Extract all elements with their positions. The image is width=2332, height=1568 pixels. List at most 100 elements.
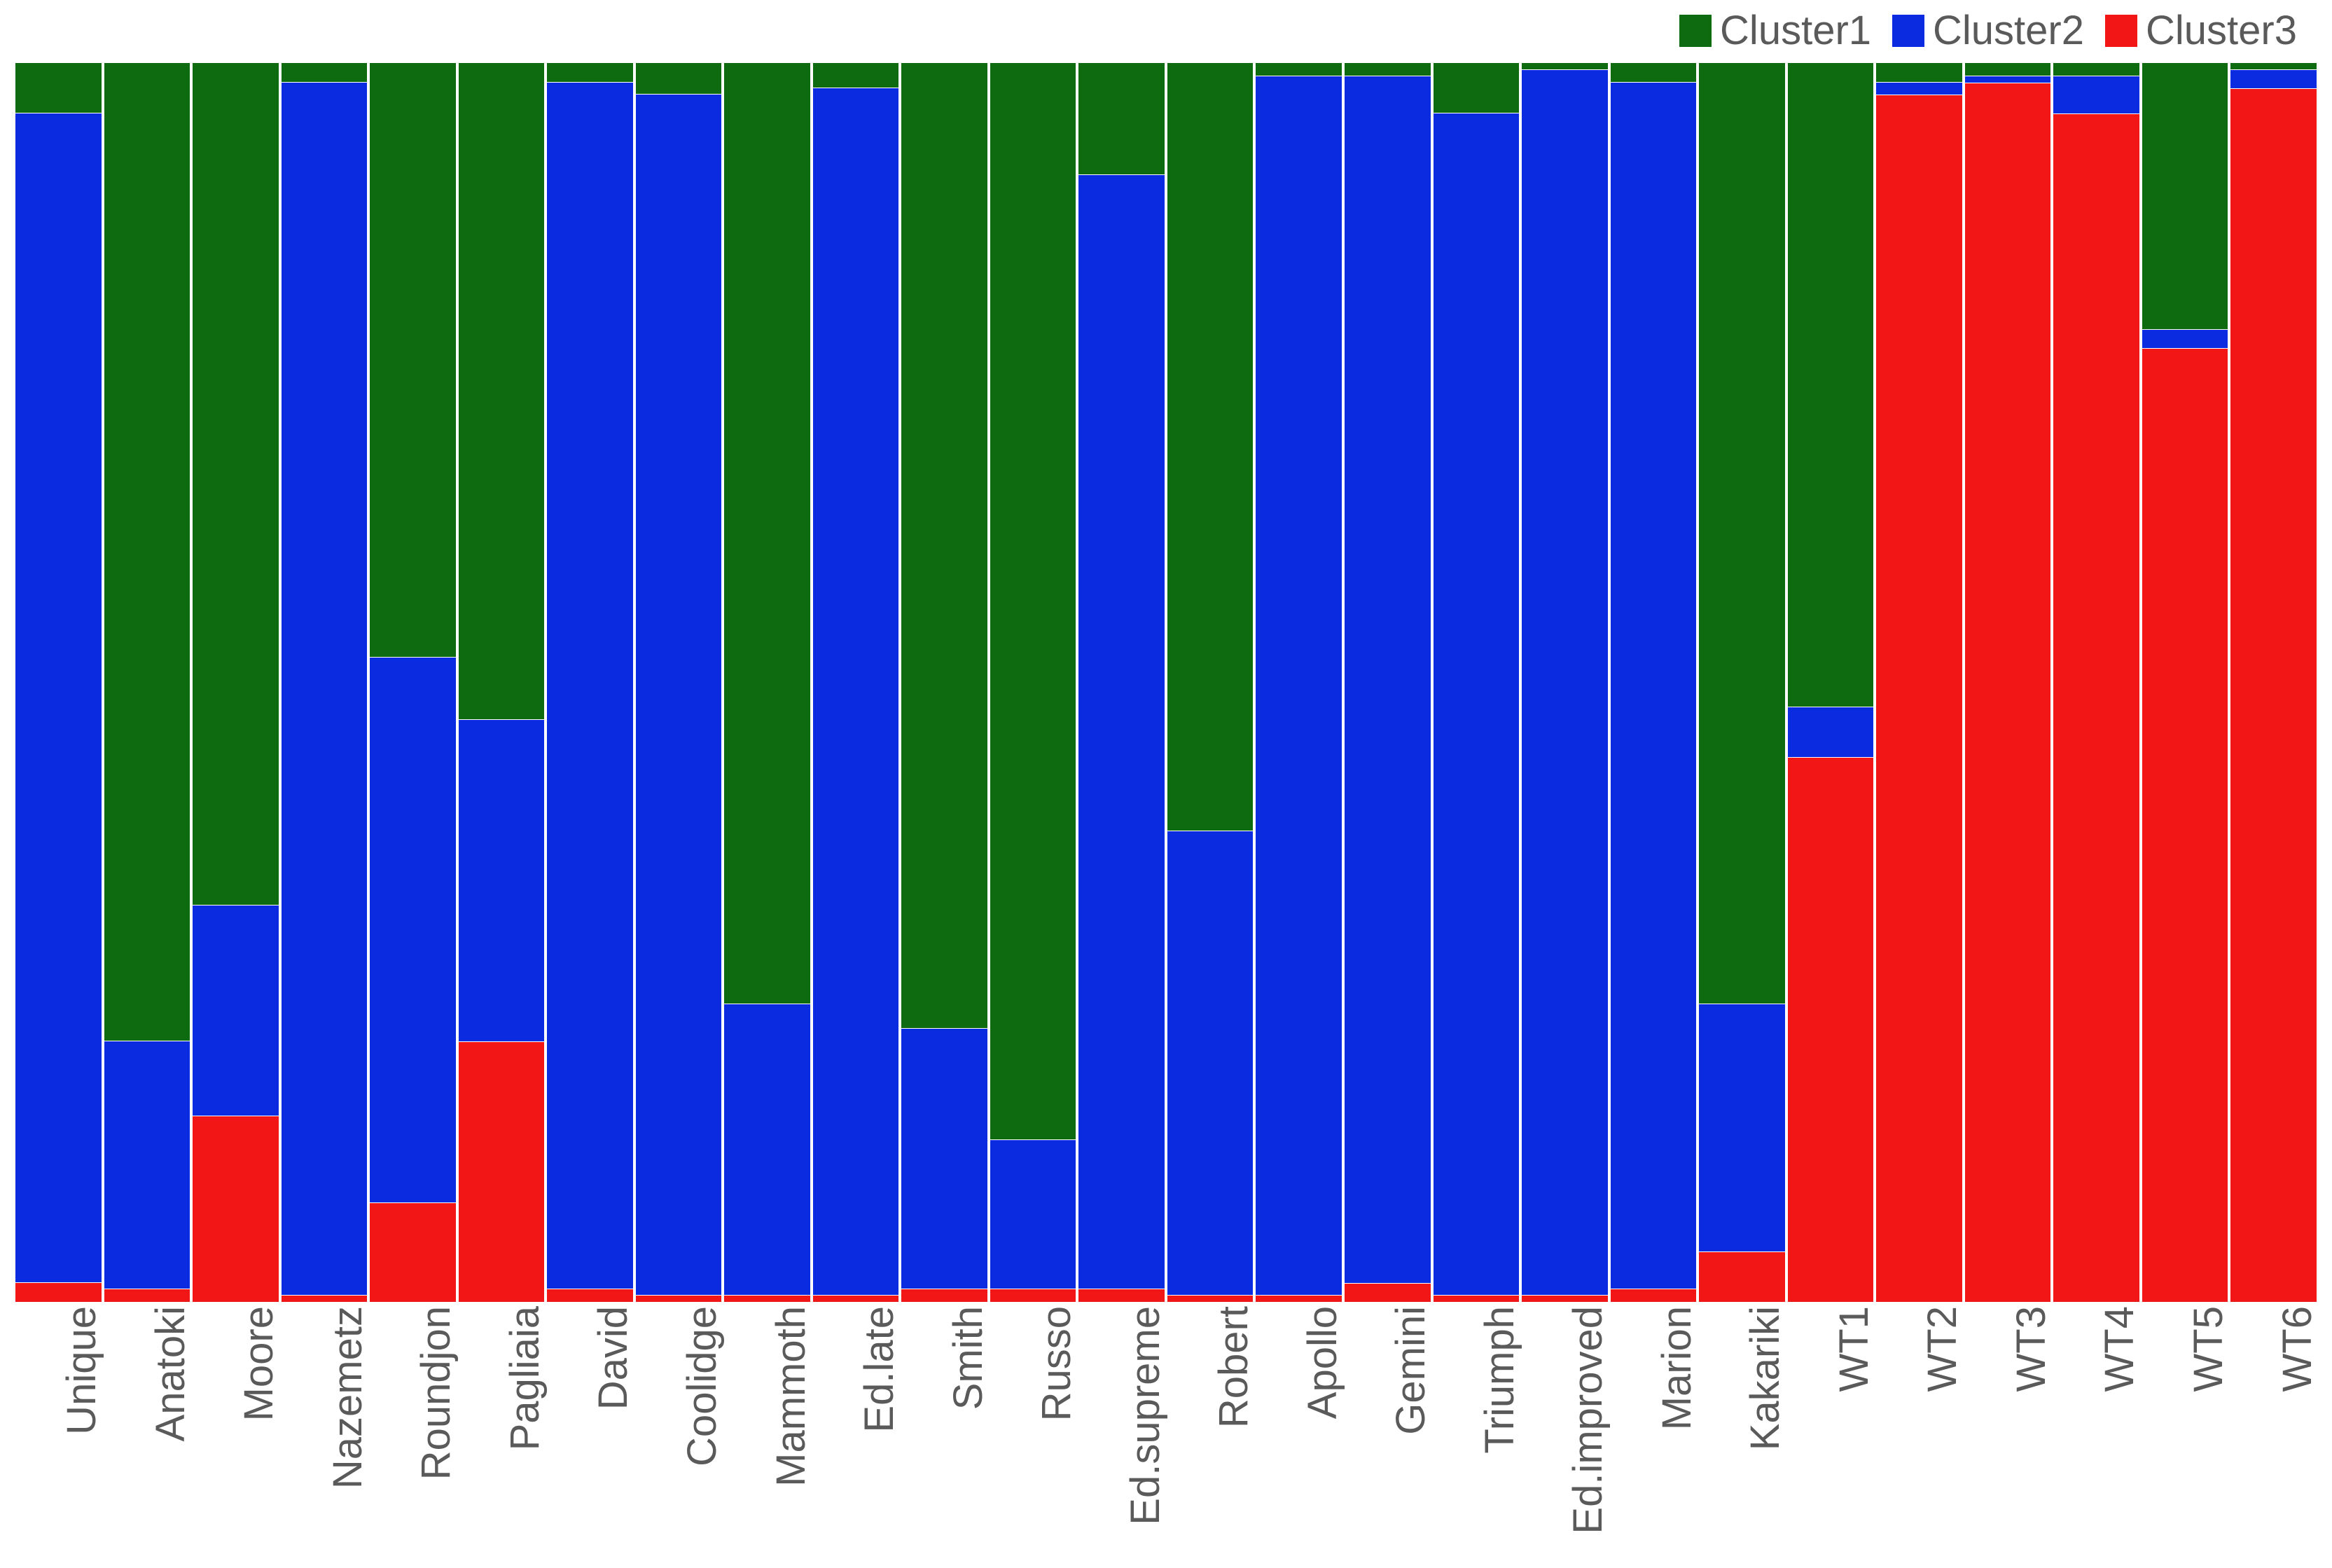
x-label-text: WT2	[1919, 1306, 1966, 1392]
segment-Cluster1	[1522, 63, 1608, 69]
legend-label-cluster3: Cluster3	[2146, 7, 2297, 54]
x-label-text: Marion	[1653, 1306, 1700, 1430]
legend-item-cluster1: Cluster1	[1679, 7, 1871, 54]
segment-Cluster3	[1345, 1283, 1431, 1303]
bar-Roundjon	[370, 63, 456, 1302]
segment-Cluster1	[636, 63, 722, 94]
segment-Cluster1	[1078, 63, 1165, 174]
segment-Cluster3	[1788, 757, 1874, 1302]
x-label-WT6: WT6	[2230, 1302, 2317, 1568]
bar-Triumph	[1434, 63, 1520, 1302]
x-label-text: Ed.supreme	[1122, 1306, 1169, 1525]
segment-Cluster2	[2142, 329, 2228, 349]
bar-Ed.late	[813, 63, 899, 1302]
segment-Cluster3	[1611, 1289, 1697, 1302]
segment-Cluster2	[2053, 76, 2139, 113]
legend-swatch-cluster1	[1679, 15, 1712, 47]
segment-Cluster1	[1611, 63, 1697, 82]
x-label-Ed.supreme: Ed.supreme	[1078, 1302, 1165, 1568]
segment-Cluster3	[990, 1289, 1076, 1302]
x-label-text: Ed.improved	[1564, 1306, 1611, 1534]
x-label-Nazemetz: Nazemetz	[282, 1302, 368, 1568]
x-label-text: WT1	[1831, 1306, 1878, 1392]
legend-item-cluster3: Cluster3	[2105, 7, 2297, 54]
segment-Cluster1	[15, 63, 102, 113]
x-label-Smith: Smith	[901, 1302, 987, 1568]
bar-Gemini	[1345, 63, 1431, 1302]
segment-Cluster1	[1345, 63, 1431, 76]
legend-item-cluster2: Cluster2	[1892, 7, 2084, 54]
legend-label-cluster1: Cluster1	[1720, 7, 1871, 54]
segment-Cluster3	[193, 1116, 279, 1302]
bar-Apollo	[1256, 63, 1342, 1302]
bar-Robert	[1167, 63, 1254, 1302]
x-label-Ed.late: Ed.late	[813, 1302, 899, 1568]
x-label-text: WT5	[2185, 1306, 2232, 1392]
segment-Cluster3	[2142, 348, 2228, 1302]
x-label-text: Mammoth	[768, 1306, 814, 1487]
segment-Cluster2	[990, 1139, 1076, 1289]
bar-Marion	[1611, 63, 1697, 1302]
segment-Cluster3	[2230, 88, 2317, 1302]
stacked-bar-chart: Cluster1 Cluster2 Cluster3 UniqueAnatoki…	[0, 0, 2332, 1568]
segment-Cluster3	[104, 1289, 190, 1302]
segment-Cluster1	[104, 63, 190, 1041]
segment-Cluster2	[813, 88, 899, 1295]
segment-Cluster1	[2230, 63, 2317, 69]
legend-label-cluster2: Cluster2	[1933, 7, 2084, 54]
segment-Cluster3	[1256, 1295, 1342, 1302]
bar-Unique	[15, 63, 102, 1302]
segment-Cluster2	[15, 113, 102, 1283]
segment-Cluster1	[1788, 63, 1874, 707]
segment-Cluster2	[1699, 1004, 1785, 1251]
bar-David	[547, 63, 633, 1302]
x-label-text: Coolidge	[679, 1306, 726, 1466]
segment-Cluster3	[1876, 95, 1962, 1302]
segment-Cluster2	[282, 82, 368, 1296]
segment-Cluster2	[1078, 174, 1165, 1289]
x-label-WT4: WT4	[2053, 1302, 2139, 1568]
segment-Cluster1	[459, 63, 545, 719]
segment-Cluster3	[547, 1289, 633, 1302]
x-label-text: WT3	[2008, 1306, 2055, 1392]
segment-Cluster3	[282, 1295, 368, 1302]
segment-Cluster1	[901, 63, 987, 1028]
x-label-text: Pagliaia	[501, 1306, 548, 1450]
segment-Cluster1	[1965, 63, 2051, 76]
segment-Cluster2	[193, 905, 279, 1116]
segment-Cluster1	[370, 63, 456, 657]
segment-Cluster2	[1965, 76, 2051, 83]
segment-Cluster2	[547, 82, 633, 1289]
bar-Moore	[193, 63, 279, 1302]
segment-Cluster2	[1345, 76, 1431, 1283]
segment-Cluster3	[15, 1282, 102, 1302]
x-label-text: WT4	[2096, 1306, 2143, 1392]
segment-Cluster1	[1256, 63, 1342, 76]
bar-Mammoth	[724, 63, 810, 1302]
x-label-text: Ed.late	[856, 1306, 903, 1433]
bar-Smith	[901, 63, 987, 1302]
bar-Russo	[990, 63, 1076, 1302]
segment-Cluster1	[1699, 63, 1785, 1004]
x-label-Kakariki: Kakariki	[1699, 1302, 1785, 1568]
bar-Nazemetz	[282, 63, 368, 1302]
segment-Cluster3	[724, 1295, 810, 1302]
segment-Cluster1	[2142, 63, 2228, 329]
bars-container	[14, 63, 2318, 1302]
segment-Cluster2	[1167, 831, 1254, 1296]
segment-Cluster2	[1522, 69, 1608, 1295]
x-label-Unique: Unique	[15, 1302, 102, 1568]
segment-Cluster1	[1167, 63, 1254, 831]
x-label-Robert: Robert	[1167, 1302, 1254, 1568]
bar-WT5	[2142, 63, 2228, 1302]
x-label-Pagliaia: Pagliaia	[459, 1302, 545, 1568]
segment-Cluster1	[724, 63, 810, 1004]
segment-Cluster3	[1522, 1295, 1608, 1302]
legend: Cluster1 Cluster2 Cluster3	[1679, 7, 2297, 54]
bar-Ed.improved	[1522, 63, 1608, 1302]
segment-Cluster3	[459, 1041, 545, 1302]
segment-Cluster1	[1434, 63, 1520, 113]
segment-Cluster2	[1611, 82, 1697, 1289]
x-label-text: WT6	[2274, 1306, 2321, 1392]
segment-Cluster3	[1167, 1295, 1254, 1302]
